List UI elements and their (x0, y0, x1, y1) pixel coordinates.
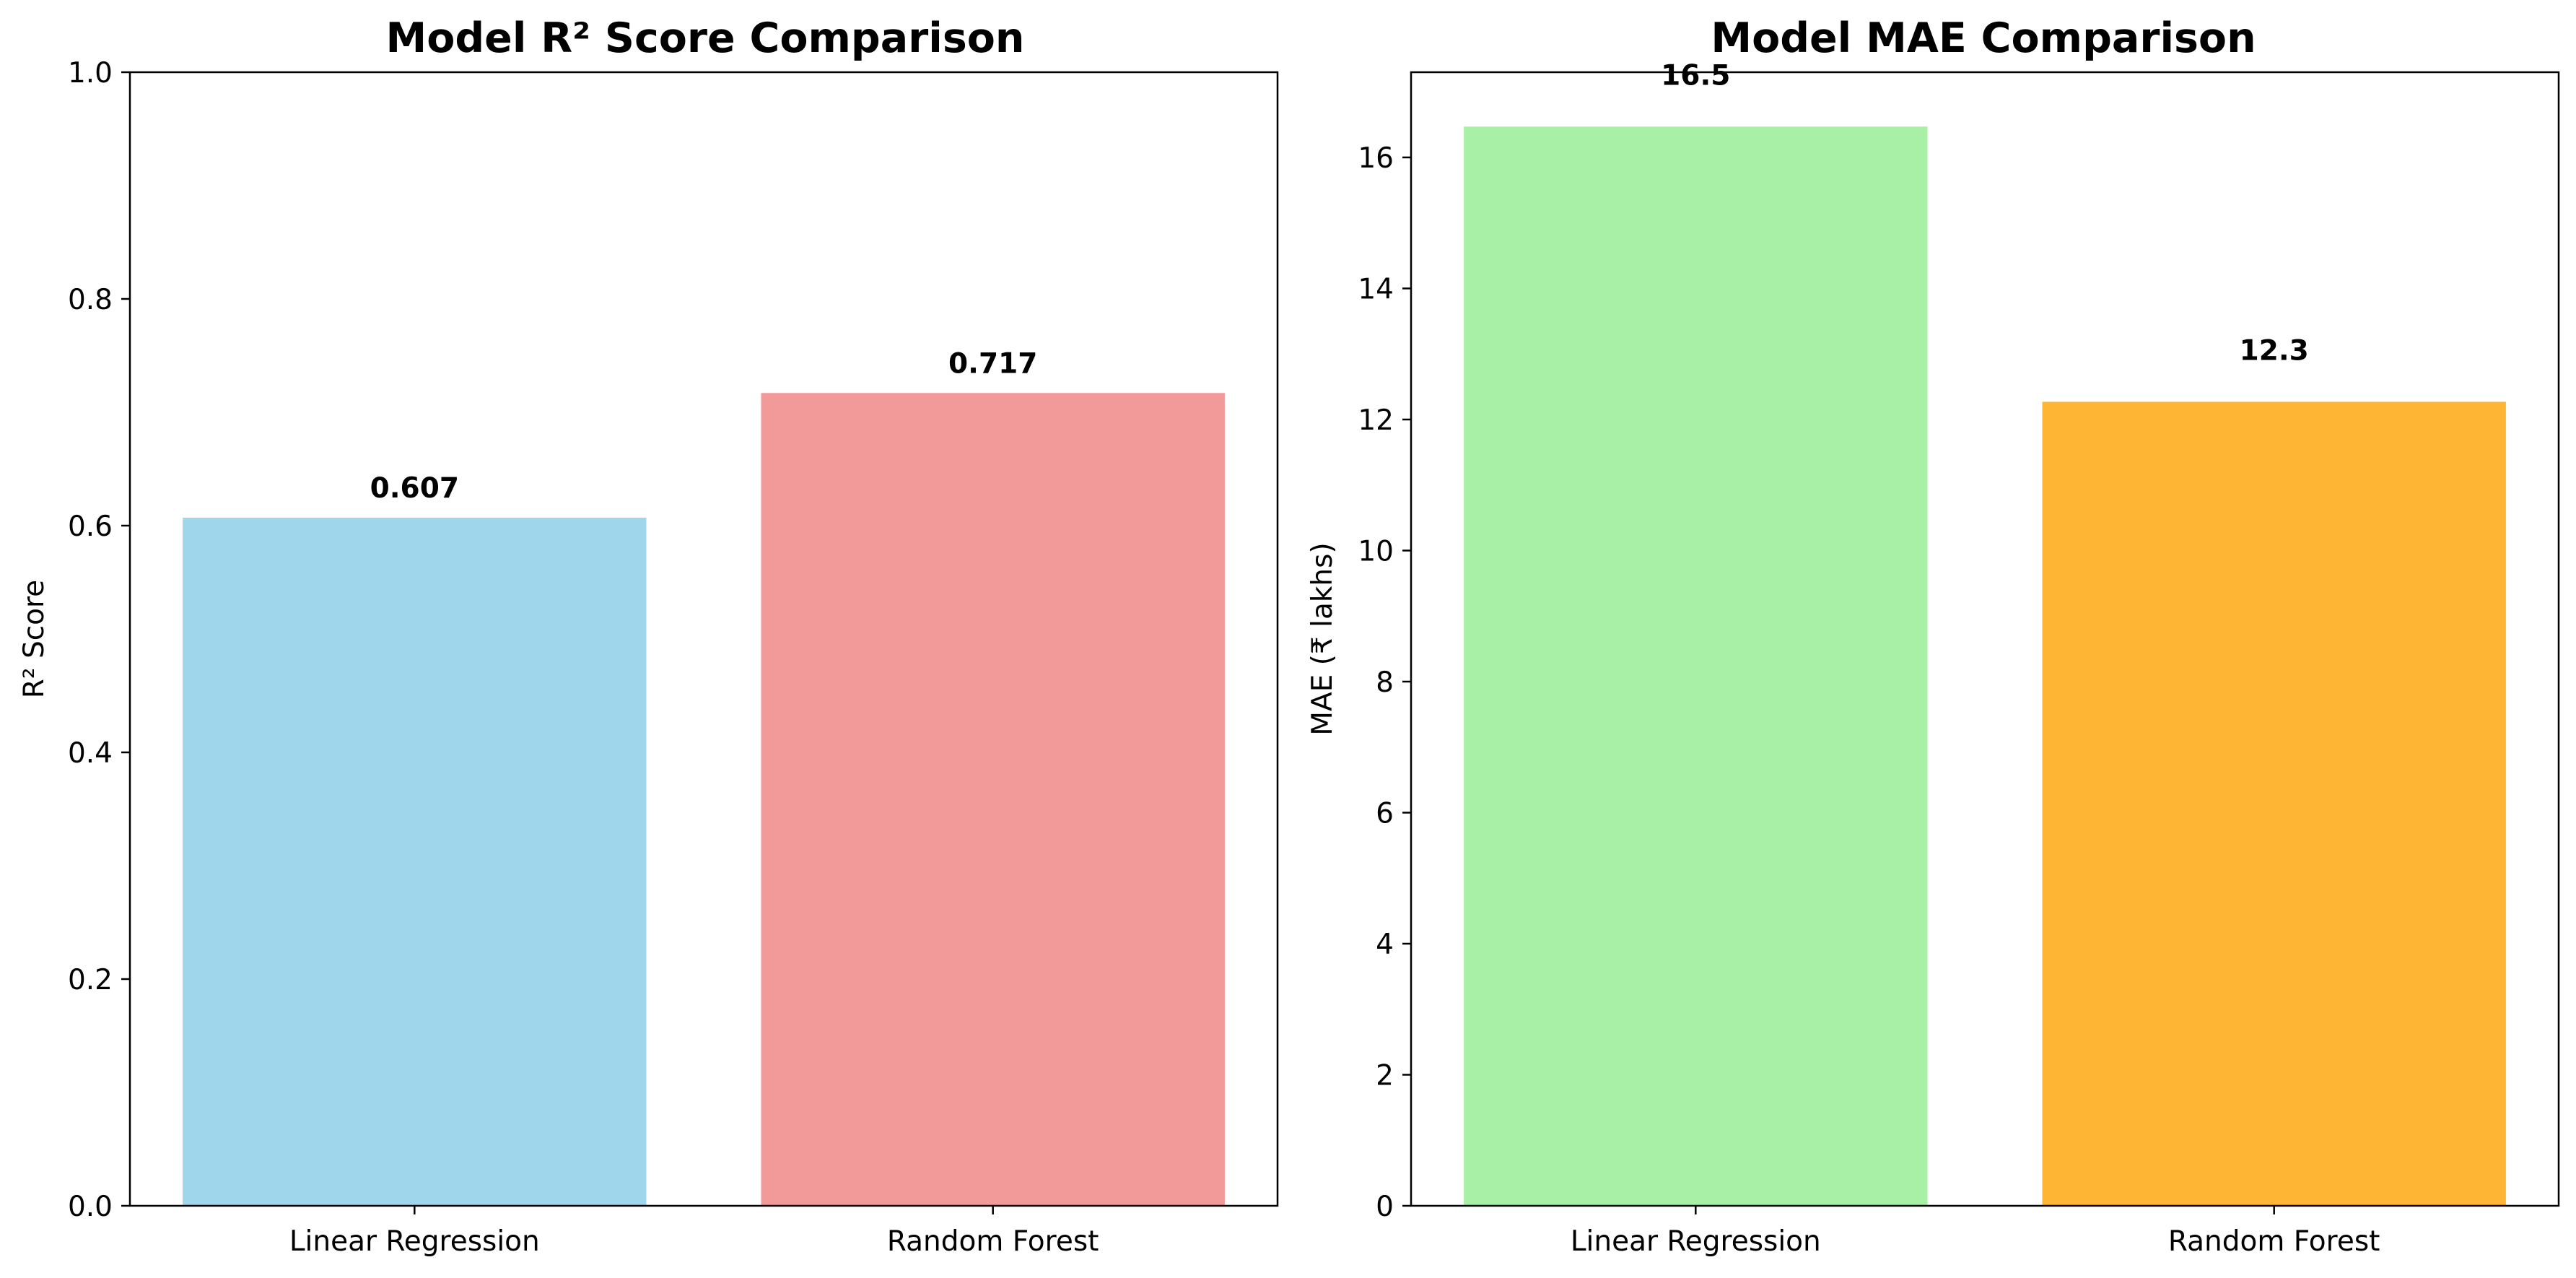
mae-y-tick-label-7: 14 (1358, 274, 1394, 306)
mae-x-ticks: Linear Regression Random Forest (1571, 1206, 2380, 1258)
mae-x-tick-label-0: Linear Regression (1571, 1225, 1821, 1258)
mae-y-tick-label-6: 12 (1358, 404, 1394, 437)
r2-axes-frame (128, 71, 1279, 1207)
r2-y-tick-label-3: 0.6 (68, 510, 113, 543)
r2-bars (183, 393, 1225, 1206)
mae-chart: Model MAE Comparison MAE (₹ lakhs) 16.51… (1306, 14, 2560, 1258)
mae-y-tick-label-2: 4 (1376, 929, 1394, 961)
r2-y-tick-label-1: 0.2 (68, 964, 113, 996)
mae-y-ticks: 0 2 4 6 8 10 12 14 16 (1358, 142, 1411, 1223)
mae-value-label-0: 16.5 (1661, 59, 1730, 92)
mae-y-tick-label-1: 2 (1376, 1060, 1394, 1092)
r2-y-ticks: 0.0 0.2 0.4 0.6 0.8 1.0 (68, 57, 130, 1223)
mae-y-axis-label: MAE (₹ lakhs) (1306, 542, 1339, 735)
r2-bar-1 (761, 393, 1225, 1206)
r2-y-tick-label-0: 0.0 (68, 1191, 113, 1223)
mae-y-tick-label-8: 16 (1358, 142, 1394, 175)
r2-value-label-1: 0.717 (948, 347, 1037, 380)
r2-y-axis-label: R² Score (18, 580, 51, 698)
mae-x-tick-label-1: Random Forest (2168, 1225, 2380, 1258)
mae-chart-title: Model MAE Comparison (1711, 14, 2256, 62)
r2-y-tick-label-4: 0.8 (68, 284, 113, 316)
mae-bar-1 (2042, 401, 2506, 1206)
mae-value-label-1: 12.3 (2240, 335, 2309, 368)
r2-x-tick-label-0: Linear Regression (289, 1225, 540, 1258)
r2-y-tick-label-2: 0.4 (68, 737, 113, 770)
r2-value-labels: 0.607 0.717 (370, 347, 1038, 505)
r2-chart-title: Model R² Score Comparison (385, 14, 1024, 62)
r2-bar-0 (183, 518, 647, 1206)
mae-bars (1464, 126, 2506, 1206)
r2-x-tick-label-1: Random Forest (887, 1225, 1099, 1258)
r2-y-tick-label-5: 1.0 (68, 57, 113, 90)
r2-value-label-0: 0.607 (370, 472, 459, 505)
mae-y-tick-label-4: 8 (1376, 666, 1394, 699)
mae-bar-0 (1464, 126, 1928, 1206)
r2-chart: Model R² Score Comparison R² Score 0.607… (18, 14, 1279, 1258)
mae-y-tick-label-5: 10 (1358, 536, 1394, 568)
mae-value-labels: 16.5 12.3 (1661, 59, 2309, 367)
mae-y-tick-label-3: 6 (1376, 798, 1394, 830)
mae-axes-frame (1410, 71, 2560, 1207)
mae-y-tick-label-0: 0 (1376, 1191, 1394, 1223)
r2-x-ticks: Linear Regression Random Forest (289, 1206, 1099, 1258)
